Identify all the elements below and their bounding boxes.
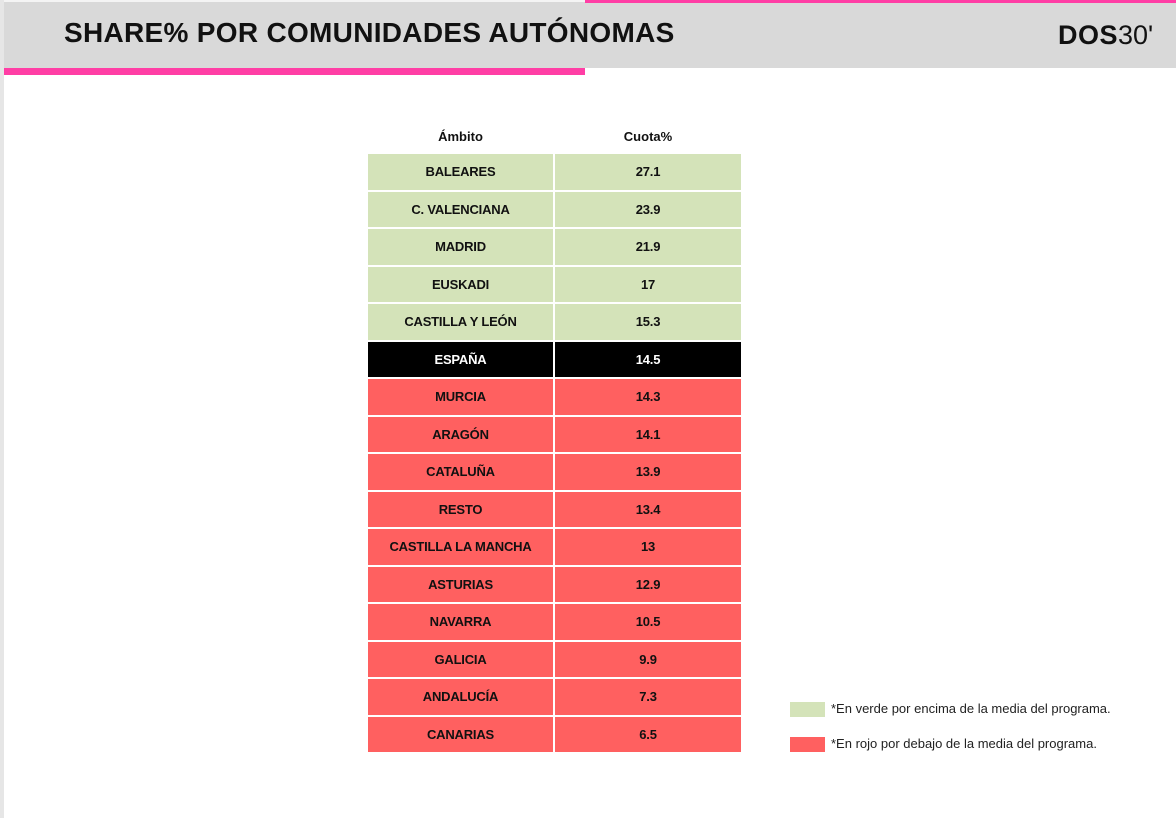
table-row: ESPAÑA 14.5 <box>368 341 741 377</box>
legend-swatch-green <box>790 702 825 717</box>
share-cell: 15.3 <box>555 304 741 340</box>
region-cell: C. VALENCIANA <box>368 191 553 227</box>
column-header-ambito: Ámbito <box>438 128 483 144</box>
brand-logo: DOS30' <box>1058 22 1153 49</box>
region-cell: ASTURIAS <box>368 566 553 602</box>
table-row: ARAGÓN 14.1 <box>368 416 741 452</box>
table-row: ASTURIAS 12.9 <box>368 566 741 602</box>
logo-light-text: 30' <box>1118 20 1154 50</box>
region-cell: ESPAÑA <box>368 341 553 377</box>
column-header-cuota: Cuota% <box>623 128 673 144</box>
share-cell: 14.3 <box>555 379 741 415</box>
table-body: BALEARES 27.1 C. VALENCIANA 23.9 MADRID 21.9 E… <box>368 154 741 752</box>
accent-stripe-bottom <box>4 68 585 75</box>
share-cell: 13.9 <box>555 454 741 490</box>
region-cell: CASTILLA LA MANCHA <box>368 529 553 565</box>
share-cell: 14.1 <box>555 416 741 452</box>
table-row: CASTILLA LA MANCHA 13 <box>368 529 741 565</box>
region-cell: MADRID <box>368 229 553 265</box>
share-cell: 7.3 <box>555 679 741 715</box>
share-cell: 10.5 <box>555 604 741 640</box>
region-cell: ANDALUCÍA <box>368 679 553 715</box>
region-cell: BALEARES <box>368 154 553 190</box>
share-cell: 23.9 <box>555 191 741 227</box>
share-cell: 14.5 <box>555 341 741 377</box>
accent-stripe-top <box>585 0 1176 3</box>
table-row: CASTILLA Y LEÓN 15.3 <box>368 304 741 340</box>
table-row: NAVARRA 10.5 <box>368 604 741 640</box>
region-cell: CATALUÑA <box>368 454 553 490</box>
table-row: ANDALUCÍA 7.3 <box>368 679 741 715</box>
table-header: Ámbito Cuota% <box>368 118 741 154</box>
table-row: C. VALENCIANA 23.9 <box>368 191 741 227</box>
share-cell: 6.5 <box>555 716 741 752</box>
legend-text-red: *En rojo por debajo de la media del prog… <box>831 736 1097 751</box>
share-cell: 13 <box>555 529 741 565</box>
table-row: MADRID 21.9 <box>368 229 741 265</box>
table-row: RESTO 13.4 <box>368 491 741 527</box>
region-cell: CANARIAS <box>368 716 553 752</box>
legend-text-green: *En verde por encima de la media del pro… <box>831 701 1111 716</box>
region-cell: ARAGÓN <box>368 416 553 452</box>
table-row: GALICIA 9.9 <box>368 641 741 677</box>
header-bar: SHARE% POR COMUNIDADES AUTÓNOMAS DOS30' <box>4 0 1176 68</box>
table-row: CANARIAS 6.5 <box>368 716 741 752</box>
page-title: SHARE% POR COMUNIDADES AUTÓNOMAS <box>64 17 675 48</box>
table-row: EUSKADI 17 <box>368 266 741 302</box>
left-frame-edge <box>0 0 4 818</box>
region-cell: GALICIA <box>368 641 553 677</box>
table-row: CATALUÑA 13.9 <box>368 454 741 490</box>
share-cell: 13.4 <box>555 491 741 527</box>
share-cell: 17 <box>555 266 741 302</box>
table-row: BALEARES 27.1 <box>368 154 741 190</box>
share-table: Ámbito Cuota% BALEARES 27.1 C. VALENCIANA 2… <box>368 118 741 754</box>
share-cell: 9.9 <box>555 641 741 677</box>
share-cell: 12.9 <box>555 566 741 602</box>
legend-swatch-red <box>790 737 825 752</box>
region-cell: CASTILLA Y LEÓN <box>368 304 553 340</box>
table-row: MURCIA 14.3 <box>368 379 741 415</box>
region-cell: RESTO <box>368 491 553 527</box>
logo-bold-text: DOS <box>1058 20 1119 50</box>
share-cell: 27.1 <box>555 154 741 190</box>
region-cell: MURCIA <box>368 379 553 415</box>
region-cell: NAVARRA <box>368 604 553 640</box>
share-cell: 21.9 <box>555 229 741 265</box>
region-cell: EUSKADI <box>368 266 553 302</box>
